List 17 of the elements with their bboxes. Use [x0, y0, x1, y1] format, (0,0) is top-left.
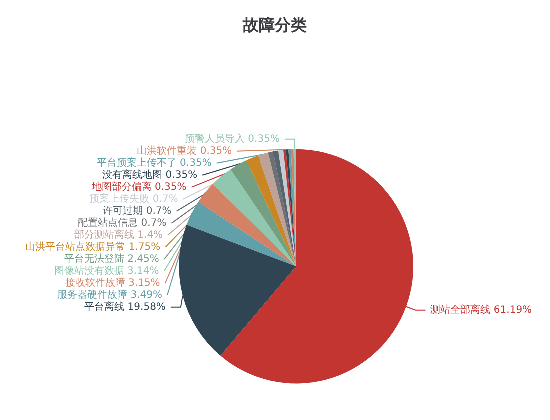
slice-label: 地图部分偏离 0.35%	[90, 180, 187, 193]
slice-label: 接收软件故障 3.15%	[65, 276, 160, 289]
slice-label: 部分测站离线 1.4%	[74, 228, 164, 241]
slice-label: 配置站点信息 0.7%	[78, 216, 167, 229]
slice-label: 平台离线 19.58%	[84, 300, 166, 313]
slice-label: 平台无法登陆 2.45%	[64, 252, 160, 265]
chart-title: 故障分类	[242, 16, 307, 34]
slice-label: 山洪平台站点数据异常 1.75%	[26, 240, 161, 253]
slice-label: 山洪软件重装 0.35%	[137, 144, 232, 157]
slice-label: 图像站没有数据 3.14%	[54, 264, 160, 277]
slice-label: 预案上传失败 0.7%	[90, 192, 178, 205]
slice-label: 预警人员导入 0.35%	[185, 132, 280, 145]
slice-label: 许可过期 0.7%	[103, 204, 172, 217]
slice-label: 服务器硬件故障 3.49%	[58, 288, 163, 301]
slice-label: 没有离线地图 0.35%	[102, 168, 198, 181]
slice-label: 测站全部离线 61.19%	[430, 304, 532, 316]
slice-label: 平台预案上传不了 0.35%	[96, 156, 212, 169]
